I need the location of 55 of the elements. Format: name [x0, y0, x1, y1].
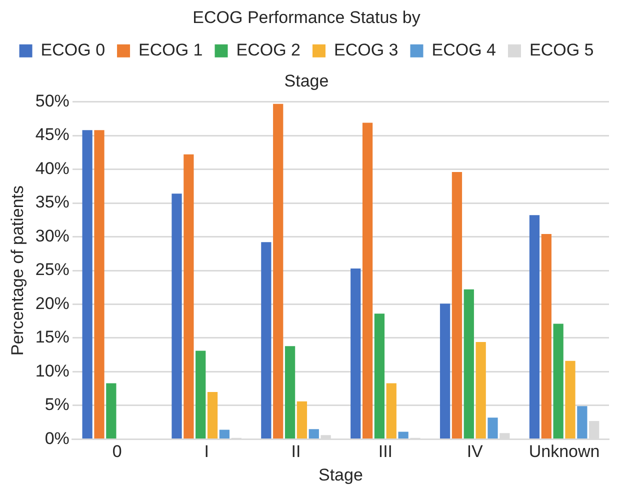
- y-tick-label: 50%: [35, 91, 70, 110]
- bar: [350, 268, 361, 438]
- y-tick-label: 0%: [44, 428, 70, 448]
- bar: [488, 418, 498, 438]
- bar: [553, 324, 564, 438]
- bar: [362, 122, 373, 438]
- y-tick-label: 40%: [35, 158, 70, 178]
- bar: [94, 130, 104, 438]
- chart-title: ECOG Performance Status by: [192, 8, 421, 27]
- bar: [529, 215, 540, 438]
- bar: [296, 401, 308, 438]
- bar: [386, 383, 396, 438]
- x-tick-label: Unknown: [528, 442, 600, 462]
- x-tick-label: III: [378, 442, 393, 462]
- bar: [452, 172, 462, 438]
- legend-label: ECOG 5: [529, 40, 594, 60]
- y-tick-label: 45%: [35, 125, 70, 144]
- x-tick-label: 0: [112, 442, 122, 462]
- bar: [464, 289, 474, 438]
- bar: [284, 346, 296, 438]
- bar: [577, 406, 588, 438]
- y-tick-label: 5%: [44, 395, 70, 414]
- y-tick-label: 35%: [35, 192, 70, 212]
- y-axis-title: Percentage of patients: [8, 185, 27, 356]
- bar: [82, 130, 92, 438]
- legend-label: ECOG 1: [138, 40, 203, 60]
- bar: [207, 392, 218, 438]
- bar: [184, 154, 194, 438]
- x-axis-title: Stage: [318, 465, 363, 484]
- bar: [219, 430, 230, 438]
- y-tick-label: 25%: [35, 260, 70, 280]
- bar: [308, 429, 319, 438]
- bar: [541, 234, 552, 438]
- bar: [476, 342, 486, 438]
- bar: [261, 242, 272, 438]
- bar: [398, 432, 408, 438]
- bar: [440, 304, 450, 438]
- bar: [565, 360, 576, 438]
- x-tick-label: II: [291, 442, 301, 462]
- y-tick-label: 30%: [35, 226, 70, 246]
- bar: [273, 104, 284, 438]
- bar: [172, 194, 182, 438]
- x-tick-label: I: [204, 442, 209, 462]
- bar: [196, 350, 206, 438]
- y-tick-label: 10%: [35, 361, 70, 380]
- legend-label: ECOG 2: [236, 40, 301, 60]
- legend-label: ECOG 3: [334, 40, 398, 60]
- legend-label: ECOG 4: [432, 40, 496, 60]
- legend-label: ECOG 0: [40, 40, 106, 60]
- y-tick-label: 15%: [35, 328, 70, 347]
- bar: [374, 314, 385, 438]
- y-tick-label: 20%: [35, 294, 70, 313]
- chart-subtitle: Stage: [284, 71, 329, 90]
- x-tick-label: IV: [466, 442, 484, 462]
- bar: [106, 383, 116, 438]
